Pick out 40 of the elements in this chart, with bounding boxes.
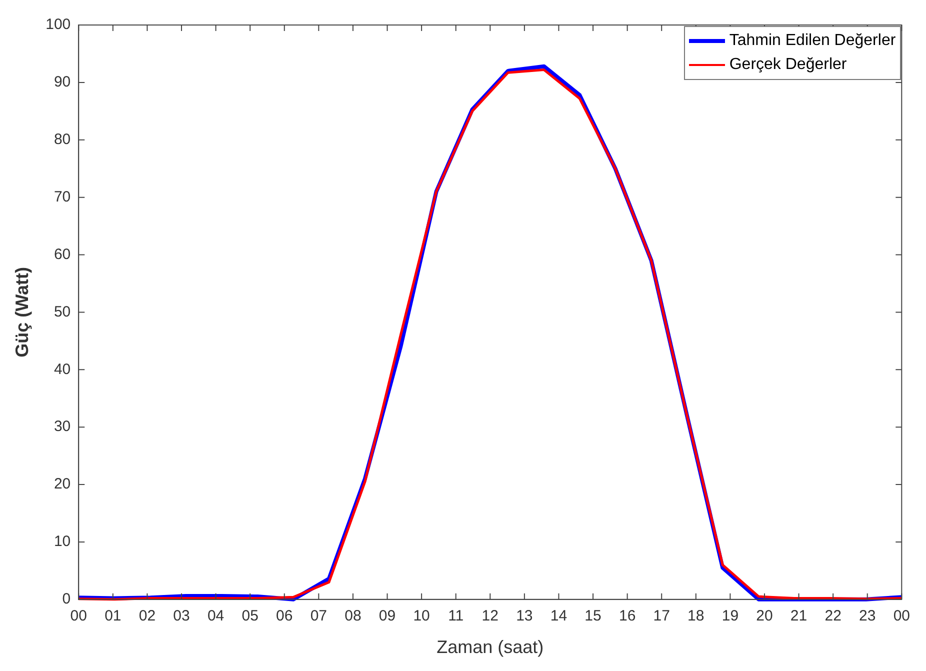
y-tick-label: 100 bbox=[46, 16, 71, 34]
x-tick-label: 03 bbox=[173, 608, 190, 625]
x-tick-label: 22 bbox=[824, 608, 842, 625]
legend-label: Gerçek Değerler bbox=[729, 55, 847, 75]
x-tick-label: 18 bbox=[688, 608, 704, 625]
x-tick-label: 15 bbox=[584, 608, 602, 625]
x-tick-label: 08 bbox=[344, 608, 362, 625]
y-tick-label: 80 bbox=[54, 131, 71, 148]
legend-label: Tahmin Edilen Değerler bbox=[729, 31, 896, 51]
y-tick-label: 50 bbox=[54, 303, 71, 320]
x-tick-label: 05 bbox=[242, 608, 258, 625]
x-tick-label: 04 bbox=[207, 608, 224, 625]
x-tick-label: 07 bbox=[310, 608, 328, 625]
y-tick-label: 20 bbox=[54, 476, 71, 493]
x-axis-title: Zaman (saat) bbox=[436, 637, 544, 658]
x-tick-label: 14 bbox=[550, 608, 568, 625]
x-tick-label: 00 bbox=[893, 608, 910, 625]
x-tick-label: 20 bbox=[756, 608, 773, 625]
x-tick-label: 17 bbox=[653, 608, 670, 625]
x-tick-label: 19 bbox=[722, 608, 739, 625]
y-tick-label: 40 bbox=[54, 360, 71, 378]
y-tick-label: 70 bbox=[54, 188, 71, 206]
y-tick-label: 10 bbox=[54, 533, 71, 550]
y-tick-label: 0 bbox=[62, 590, 71, 608]
y-tick-label: 60 bbox=[54, 246, 71, 263]
x-tick-label: 10 bbox=[413, 608, 430, 625]
y-tick-label: 30 bbox=[54, 418, 71, 436]
x-tick-label: 12 bbox=[482, 608, 498, 625]
x-tick-label: 06 bbox=[276, 608, 293, 625]
x-tick-label: 02 bbox=[138, 608, 156, 625]
y-axis-title: Güç (Watt) bbox=[12, 267, 32, 358]
x-tick-label: 13 bbox=[516, 608, 533, 625]
x-tick-label: 16 bbox=[618, 608, 636, 625]
x-tick-label: 23 bbox=[859, 608, 876, 625]
x-tick-label: 11 bbox=[448, 608, 464, 625]
x-tick-label: 00 bbox=[70, 608, 87, 625]
x-tick-label: 09 bbox=[378, 608, 396, 625]
x-tick-label: 21 bbox=[790, 608, 808, 625]
y-tick-label: 90 bbox=[54, 74, 71, 91]
x-tick-label: 01 bbox=[104, 608, 122, 625]
